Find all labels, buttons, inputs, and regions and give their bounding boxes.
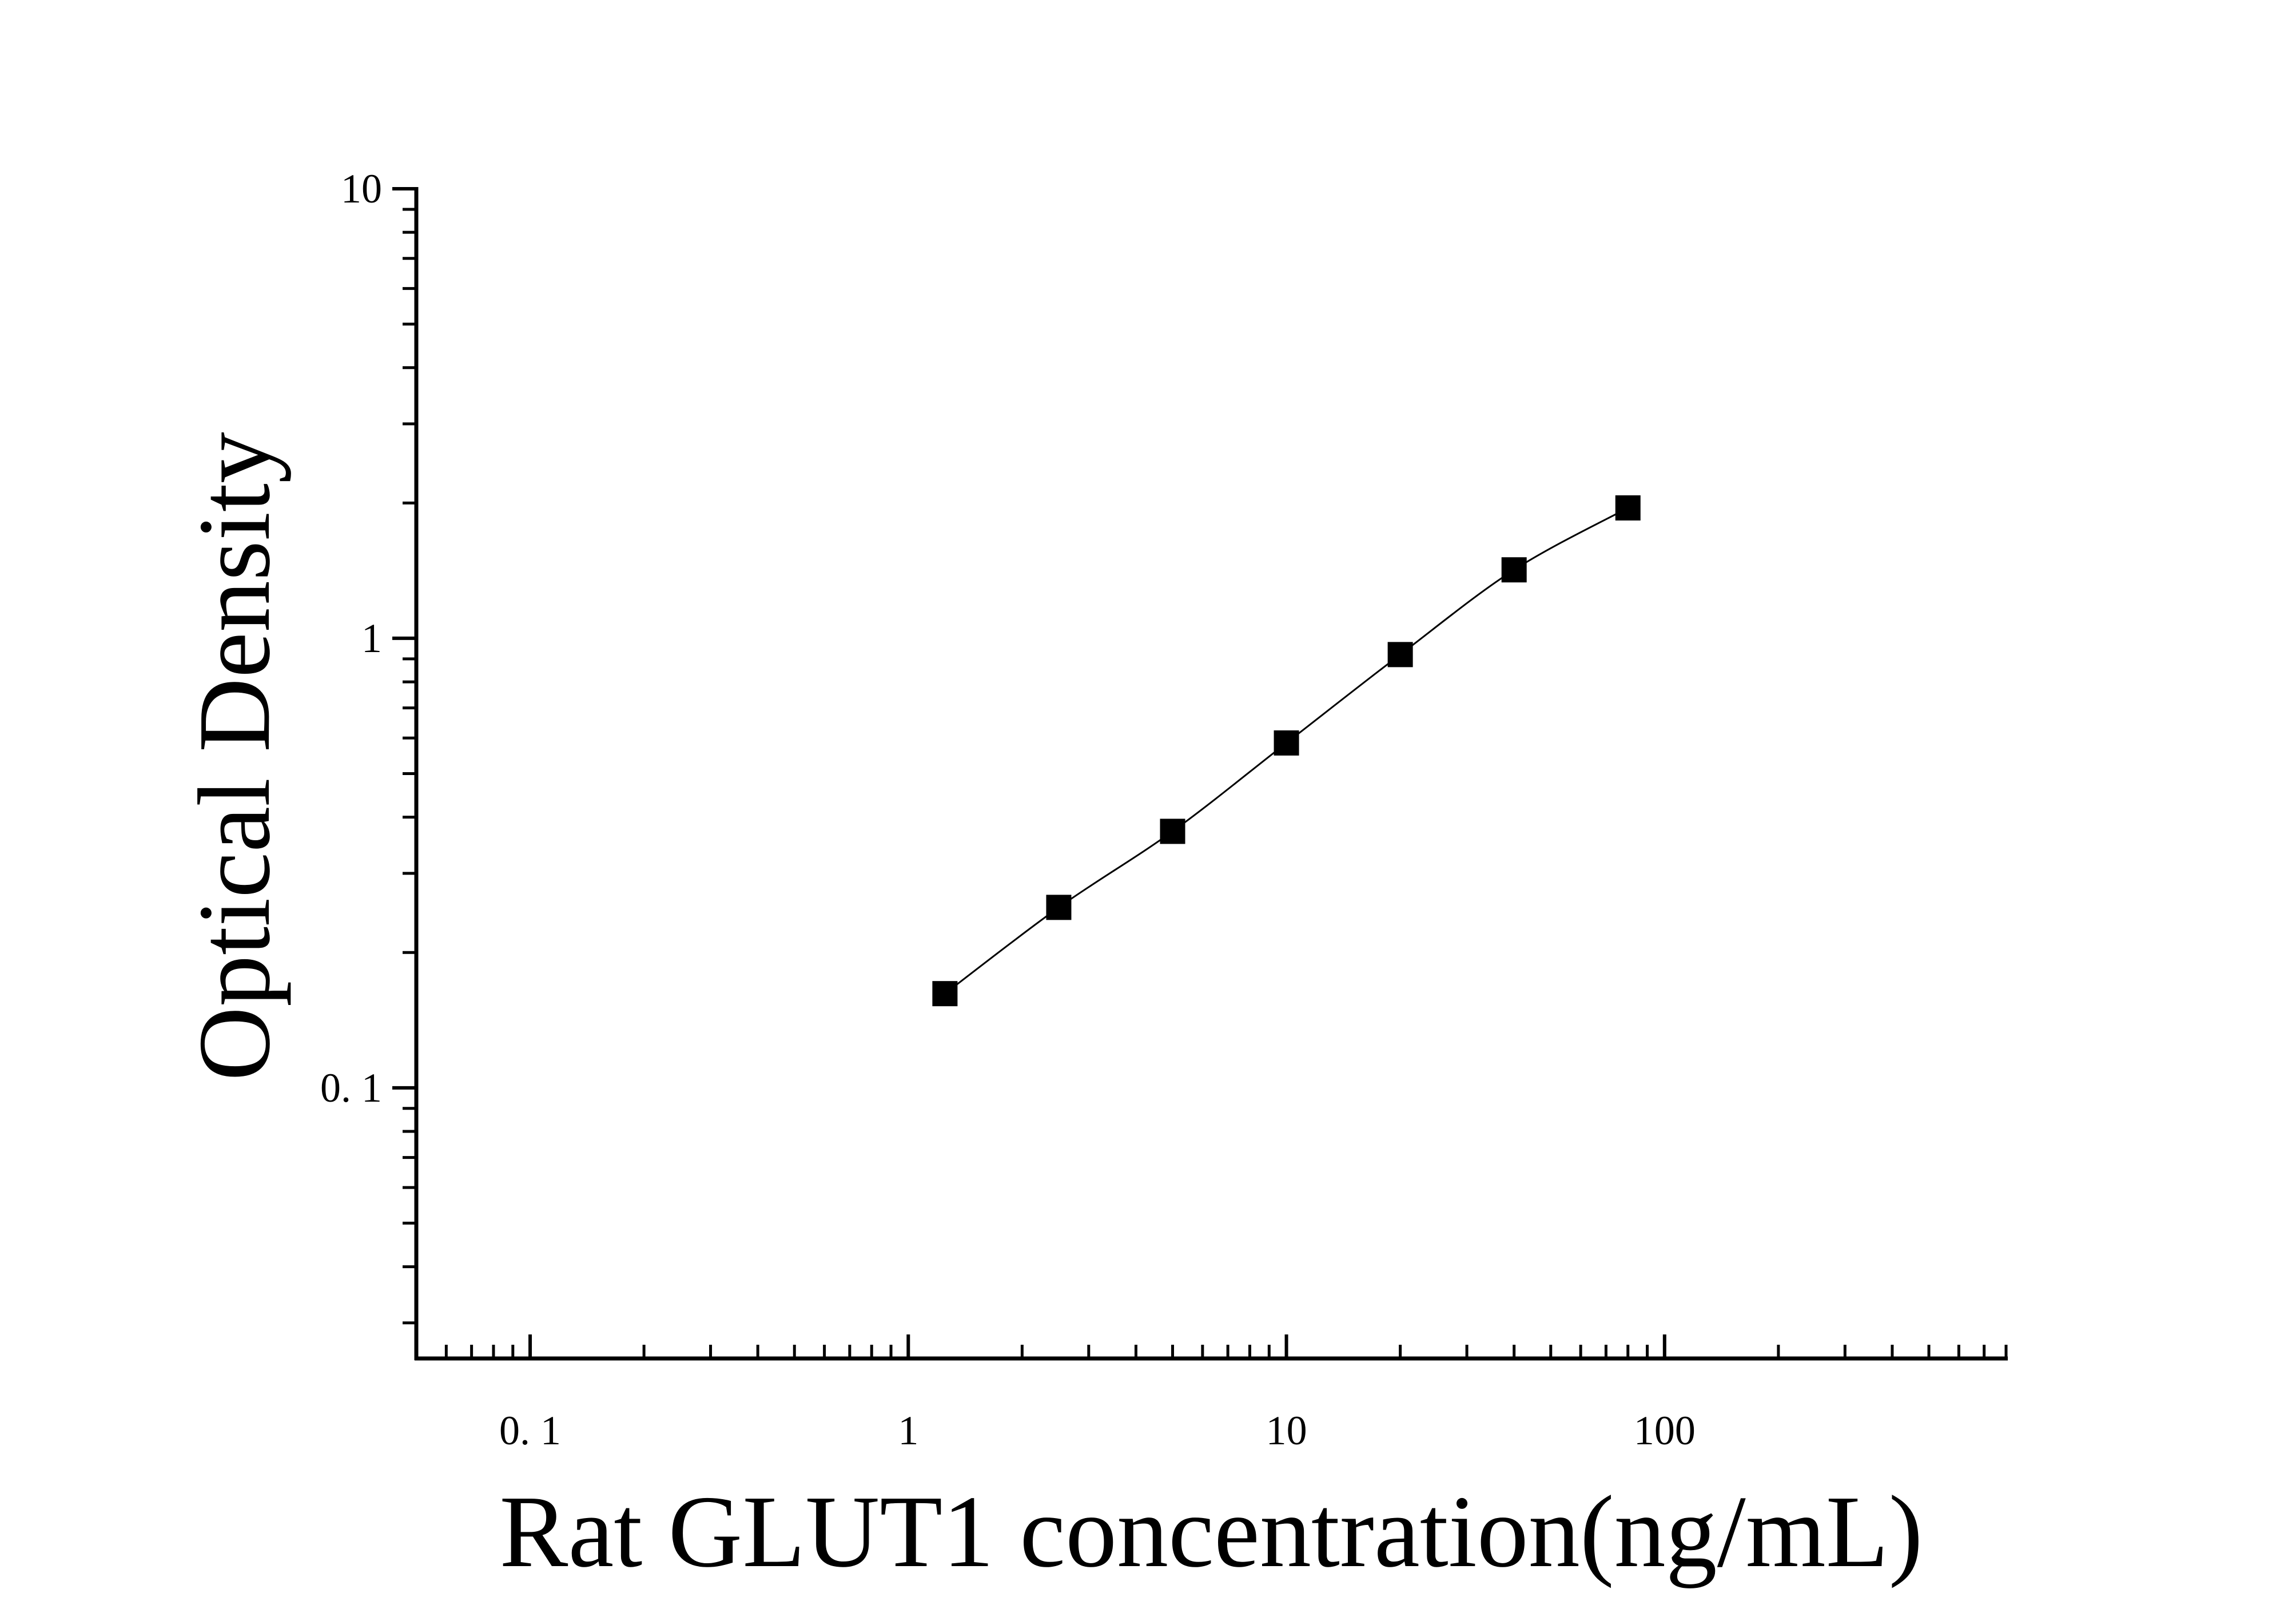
y-axis-title: Optical Density	[177, 432, 291, 1081]
y-tick-label: 10	[341, 166, 382, 212]
x-tick-label: 0. 1	[499, 1408, 561, 1453]
x-axis-title: Rat GLUT1 concentration(ng/mL)	[499, 1475, 1923, 1588]
data-point-square	[1501, 557, 1527, 583]
data-points-group	[932, 495, 1641, 1007]
x-tick-labels-group: 0. 1 1 10 100	[499, 1408, 1696, 1453]
data-point-square	[1387, 642, 1413, 668]
data-point-square	[1160, 819, 1185, 844]
data-point-square	[1046, 895, 1072, 920]
axes-group	[414, 187, 2008, 1361]
x-ticks-group	[415, 1334, 2008, 1358]
y-tick-labels-group: 0. 1 1 10	[320, 166, 382, 1111]
y-tick-label: 1	[361, 615, 382, 661]
data-point-square	[1615, 495, 1641, 521]
x-tick-label: 1	[898, 1408, 918, 1453]
data-point-square	[932, 981, 958, 1007]
x-tick-label: 10	[1266, 1408, 1307, 1453]
x-tick-label: 100	[1634, 1408, 1696, 1453]
y-tick-label: 0. 1	[320, 1065, 382, 1111]
y-ticks-group	[392, 187, 416, 1325]
data-point-square	[1274, 730, 1299, 756]
